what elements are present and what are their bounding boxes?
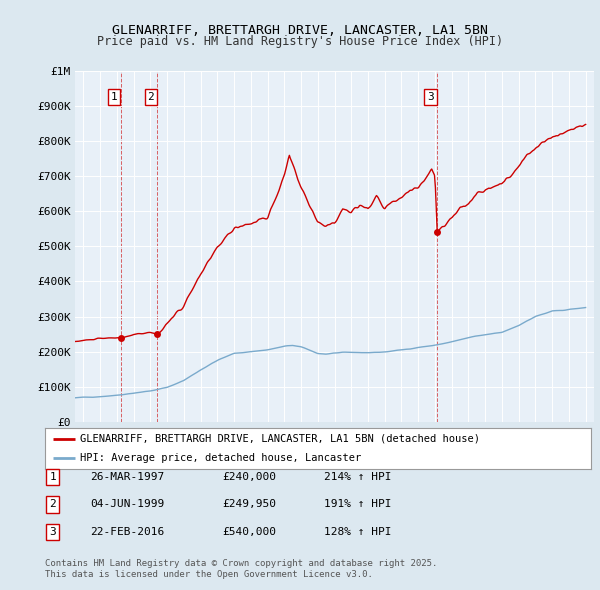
Text: 2: 2 [49, 500, 56, 509]
Text: 191% ↑ HPI: 191% ↑ HPI [324, 500, 392, 509]
Text: 04-JUN-1999: 04-JUN-1999 [90, 500, 164, 509]
Text: Contains HM Land Registry data © Crown copyright and database right 2025.
This d: Contains HM Land Registry data © Crown c… [45, 559, 437, 579]
Text: 22-FEB-2016: 22-FEB-2016 [90, 527, 164, 537]
Text: 128% ↑ HPI: 128% ↑ HPI [324, 527, 392, 537]
Text: GLENARRIFF, BRETTARGH DRIVE, LANCASTER, LA1 5BN: GLENARRIFF, BRETTARGH DRIVE, LANCASTER, … [112, 24, 488, 37]
Text: 1: 1 [110, 92, 118, 102]
Text: 2: 2 [148, 92, 154, 102]
Text: HPI: Average price, detached house, Lancaster: HPI: Average price, detached house, Lanc… [80, 453, 362, 463]
Text: 26-MAR-1997: 26-MAR-1997 [90, 472, 164, 481]
Text: Price paid vs. HM Land Registry's House Price Index (HPI): Price paid vs. HM Land Registry's House … [97, 35, 503, 48]
Text: £540,000: £540,000 [222, 527, 276, 537]
Text: £249,950: £249,950 [222, 500, 276, 509]
Text: GLENARRIFF, BRETTARGH DRIVE, LANCASTER, LA1 5BN (detached house): GLENARRIFF, BRETTARGH DRIVE, LANCASTER, … [80, 434, 481, 444]
Text: £240,000: £240,000 [222, 472, 276, 481]
Text: 1: 1 [49, 472, 56, 481]
Text: 214% ↑ HPI: 214% ↑ HPI [324, 472, 392, 481]
Text: 3: 3 [427, 92, 434, 102]
Text: 3: 3 [49, 527, 56, 537]
